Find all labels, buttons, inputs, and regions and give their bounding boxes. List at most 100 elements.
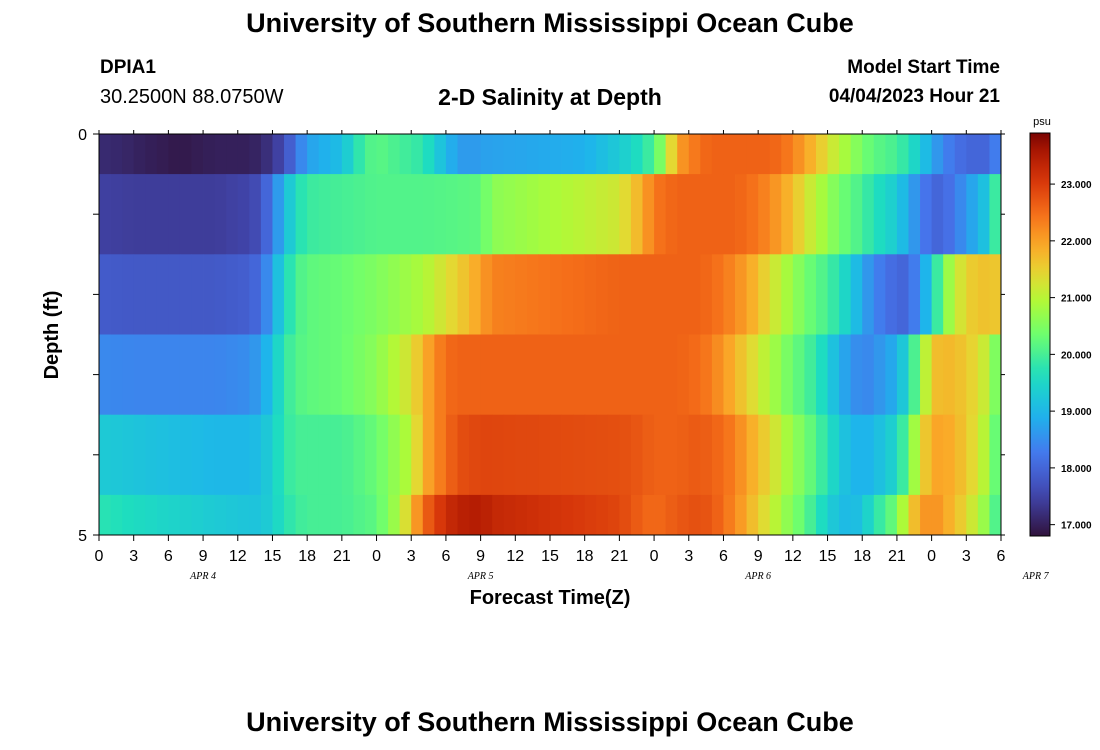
heatmap-cell: [538, 134, 551, 175]
heatmap-cell: [503, 174, 516, 255]
heatmap-cell: [966, 134, 979, 175]
x-tick-label: 21: [888, 548, 906, 565]
heatmap-cell: [550, 334, 562, 416]
heatmap-cell: [550, 414, 562, 496]
heatmap-cell: [156, 174, 169, 255]
heatmap-cell: [480, 174, 493, 255]
heatmap-cell: [966, 334, 979, 416]
colorbar-ticks: 17.000 18.000 19.000 20.000 21.000 22.000 23.0…: [1050, 180, 1092, 532]
heatmap-cell: [758, 494, 771, 536]
heatmap-cell: [203, 174, 216, 255]
heatmap-cell: [596, 254, 609, 335]
heatmap-cell: [573, 254, 586, 335]
heatmap-cell: [353, 134, 366, 175]
heatmap-cell: [862, 134, 875, 175]
heatmap-cell: [133, 134, 146, 175]
heatmap-cell: [815, 494, 828, 536]
heatmap-cell: [399, 134, 412, 175]
heatmap-cell: [885, 494, 898, 536]
heatmap-cell: [295, 334, 308, 416]
heatmap-cell: [318, 254, 331, 335]
heatmap-cell: [168, 494, 181, 536]
heatmap-cell: [850, 254, 863, 335]
heatmap-cell: [873, 414, 886, 496]
heatmap-cell: [758, 334, 771, 416]
heatmap-cell: [758, 414, 771, 496]
heatmap-cell: [341, 134, 354, 175]
heatmap-cell: [723, 174, 736, 255]
colorbar-tick-label: 20.000: [1061, 350, 1092, 361]
heatmap-cell: [133, 414, 146, 496]
heatmap-cell: [388, 414, 401, 496]
heatmap-cell: [954, 414, 967, 496]
heatmap-cell: [330, 174, 343, 255]
heatmap-cell: [723, 414, 736, 496]
heatmap-cell: [318, 334, 331, 416]
heatmap-cell: [191, 414, 204, 496]
heatmap-cell: [480, 494, 493, 536]
heatmap-cell: [630, 494, 643, 536]
heatmap-cell: [873, 174, 886, 255]
heatmap-cell: [665, 414, 678, 496]
heatmap-cell: [122, 494, 135, 536]
heatmap-cell: [943, 254, 956, 335]
heatmap-cell: [584, 254, 597, 335]
heatmap-cell: [769, 174, 782, 255]
heatmap-cell: [804, 414, 817, 496]
heatmap-cell: [607, 174, 620, 255]
heatmap-cell: [954, 134, 967, 175]
heatmap-cell: [827, 494, 840, 536]
x-tick-label: 0: [95, 548, 104, 565]
heatmap-cell: [920, 254, 933, 335]
heatmap-cell: [226, 174, 239, 255]
x-tick-label: 15: [819, 548, 837, 565]
heatmap-cell: [966, 414, 979, 496]
heatmap-cell: [630, 134, 643, 175]
heatmap-cell: [885, 174, 898, 255]
heatmap-cell: [503, 414, 516, 496]
heatmap-cell: [573, 334, 586, 416]
heatmap-cell: [885, 254, 898, 335]
heatmap-cell: [850, 334, 863, 416]
heatmap-cell: [249, 174, 262, 255]
heatmap-cell: [781, 414, 794, 496]
heatmap-cell: [445, 494, 458, 536]
heatmap-cell: [654, 334, 667, 416]
heatmap-cell: [203, 494, 216, 536]
heatmap-cell: [550, 254, 562, 335]
heatmap-cell: [307, 134, 320, 175]
heatmap-cell: [399, 174, 412, 255]
colorbar-tick-label: 19.000: [1061, 407, 1092, 418]
heatmap-cell: [989, 134, 1002, 175]
heatmap-cell: [989, 174, 1002, 255]
colorbar-tick-label: 18.000: [1061, 464, 1092, 475]
heatmap-cell: [469, 254, 482, 335]
heatmap-cell: [434, 134, 447, 175]
heatmap-cell: [735, 134, 747, 175]
heatmap-cell: [642, 494, 655, 536]
heatmap-cell: [237, 254, 250, 335]
colorbar-tick-label: 23.000: [1061, 180, 1092, 191]
heatmap-cell: [550, 134, 562, 175]
heatmap-cell: [850, 414, 863, 496]
heatmap-cell: [272, 254, 285, 335]
heatmap-cell: [989, 414, 1002, 496]
heatmap-cell: [792, 174, 805, 255]
heatmap-cell: [677, 414, 690, 496]
heatmap-cell: [769, 334, 782, 416]
x-tick-label: 0: [927, 548, 936, 565]
heatmap-cell: [133, 334, 146, 416]
heatmap-cell: [538, 494, 551, 536]
heatmap-cell: [781, 494, 794, 536]
heatmap-cell: [723, 494, 736, 536]
heatmap-cell: [943, 494, 956, 536]
heatmap-cell: [827, 134, 840, 175]
heatmap-cell: [249, 334, 262, 416]
heatmap-cell: [307, 494, 320, 536]
plot-title: 2-D Salinity at Depth: [438, 84, 662, 110]
heatmap-cell: [110, 334, 123, 416]
heatmap-cell: [827, 414, 840, 496]
heatmap-cell: [515, 174, 528, 255]
heatmap-cell: [862, 334, 875, 416]
heatmap-cell: [122, 254, 135, 335]
